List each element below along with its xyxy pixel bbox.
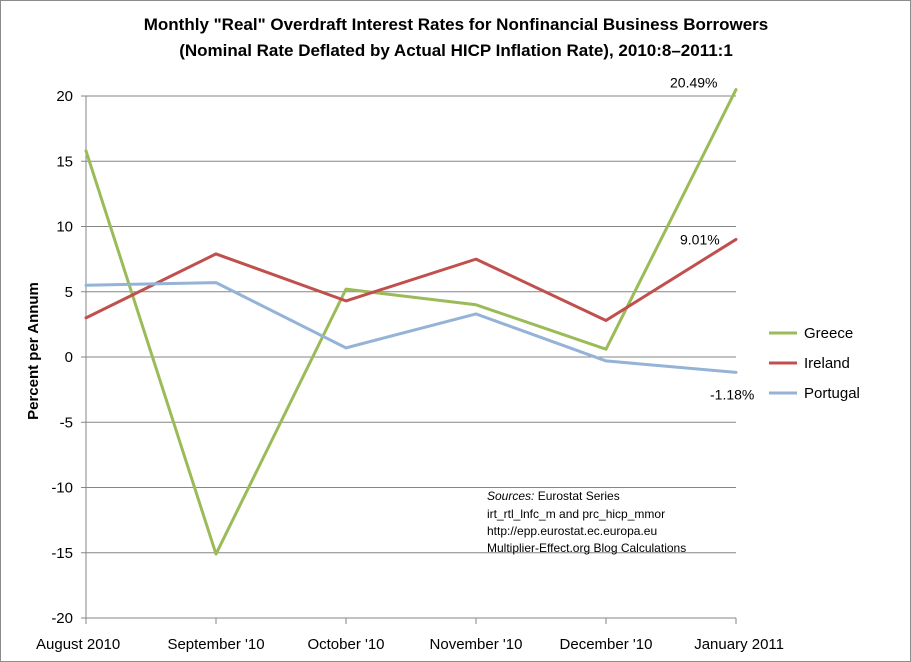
legend-label-portugal: Portugal (804, 385, 860, 402)
gridlines (81, 95, 736, 619)
y-tick-label: 0 (65, 349, 73, 366)
y-tick-label: -5 (60, 414, 73, 431)
axes (85, 96, 736, 619)
data-label-portugal: -1.18% (710, 386, 754, 402)
x-tick-label: November '10 (430, 636, 523, 653)
series-line-ireland (84, 237, 738, 322)
sources-line-2: irt_rtl_lnfc_m and prc_hicp_mmor (487, 507, 665, 521)
x-tick-labels: August 2010 September '10 October '10 Novem… (36, 618, 784, 653)
chart-title-line-1: Monthly "Real" Overdraft Interest Rates … (144, 15, 768, 34)
legend-label-greece: Greece (804, 325, 853, 342)
data-label-ireland: 9.01% (680, 231, 720, 247)
series-line-portugal (84, 281, 738, 374)
data-labels: 20.49% 9.01% -1.18% (670, 75, 754, 403)
x-tick-label: October '10 (307, 636, 384, 653)
y-tick-labels: -20 -15 -10 -5 0 5 10 15 20 (51, 88, 73, 627)
sources-line-4: Multiplier-Effect.org Blog Calculations (487, 541, 686, 555)
y-tick-label: -10 (51, 480, 73, 497)
y-axis-label: Percent per Annum (25, 282, 42, 420)
y-tick-label: -20 (51, 610, 73, 627)
y-tick-label: 20 (56, 88, 73, 105)
x-tick-label: December '10 (560, 636, 653, 653)
sources-line-1: Sources: Eurostat Series (487, 489, 620, 503)
sources-note: Sources: Eurostat Series irt_rtl_lnfc_m a… (487, 489, 686, 555)
sources-line-3: http://epp.eurostat.ec.europa.eu (487, 524, 657, 538)
y-tick-label: 5 (65, 284, 73, 301)
series-line-greece (84, 88, 738, 556)
legend: Greece Ireland Portugal (769, 325, 860, 402)
y-tick-label: 15 (56, 153, 73, 170)
y-tick-label: -15 (51, 545, 73, 562)
chart-title-line-2: (Nominal Rate Deflated by Actual HICP In… (179, 41, 733, 60)
sources-heading: Sources: (487, 489, 534, 503)
x-tick-label: September '10 (167, 636, 264, 653)
series-lines (84, 88, 738, 556)
y-tick-label: 10 (56, 219, 73, 236)
x-tick-label: January 2011 (694, 636, 784, 653)
sources-series: Eurostat Series (534, 489, 619, 503)
legend-label-ireland: Ireland (804, 355, 850, 372)
chart-title: Monthly "Real" Overdraft Interest Rates … (144, 15, 768, 60)
data-label-greece: 20.49% (670, 75, 717, 91)
x-tick-label: August 2010 (36, 636, 120, 653)
